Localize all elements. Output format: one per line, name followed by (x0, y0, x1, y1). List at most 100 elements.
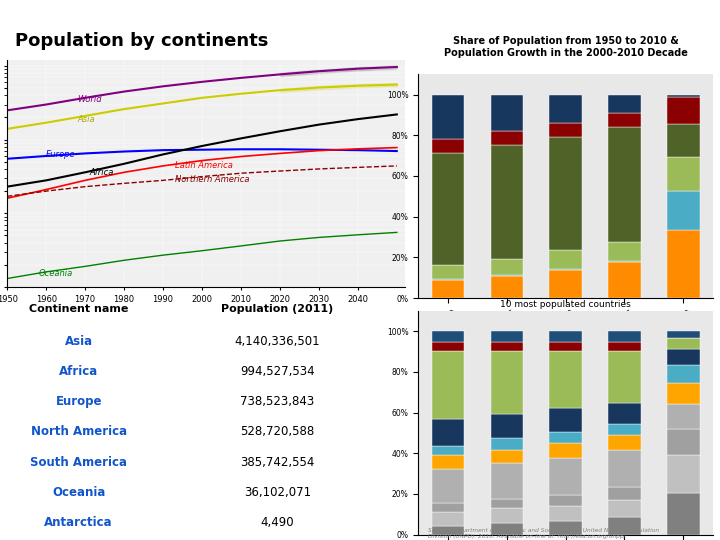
Bar (490, 342, 523, 351)
Bar (490, 94, 523, 131)
Text: 385,742,554: 385,742,554 (240, 456, 315, 469)
Bar (549, 432, 582, 443)
Text: Northern America: Northern America (175, 175, 249, 184)
Text: Source: Department of Economic and Social Affairs, United Nations Population
Div: Source: Department of Economic and Socia… (428, 528, 660, 539)
Bar (667, 404, 700, 429)
Text: Africa: Africa (89, 168, 113, 177)
Bar (432, 265, 464, 279)
Text: Share of Population from 1950 to 2010 &
Population Growth in the 2000-2010 Decad: Share of Population from 1950 to 2010 & … (444, 36, 688, 58)
Bar (667, 191, 700, 230)
Bar (432, 139, 464, 153)
Bar (667, 338, 700, 349)
Bar (608, 331, 641, 342)
Text: Latin America: Latin America (175, 161, 233, 170)
Bar (432, 503, 464, 512)
Bar (490, 275, 523, 276)
Bar (549, 495, 582, 506)
Text: Antarctica: Antarctica (45, 516, 113, 529)
Text: World: World (77, 96, 102, 104)
Bar (549, 351, 582, 408)
Bar (490, 523, 523, 535)
Bar (608, 242, 641, 261)
Bar (608, 487, 641, 500)
Bar (608, 517, 641, 535)
Bar (549, 269, 582, 298)
Text: 528,720,588: 528,720,588 (240, 426, 315, 438)
Bar (608, 435, 641, 450)
Text: Oceania: Oceania (38, 269, 73, 278)
Bar (549, 123, 582, 137)
Bar (432, 512, 464, 525)
Bar (667, 349, 700, 365)
Bar (667, 383, 700, 404)
Bar (490, 276, 523, 298)
Text: Continent name: Continent name (29, 303, 128, 314)
Bar (490, 414, 523, 438)
Bar (432, 469, 464, 503)
Text: Population by continents: Population by continents (15, 32, 269, 50)
Text: 4,490: 4,490 (261, 516, 294, 529)
Text: 738,523,843: 738,523,843 (240, 395, 315, 408)
Bar (608, 402, 641, 424)
Bar (608, 113, 641, 127)
Bar (549, 408, 582, 432)
Bar (432, 419, 464, 447)
Bar (608, 94, 641, 113)
Bar (432, 153, 464, 265)
Bar (490, 499, 523, 508)
Bar (667, 94, 700, 97)
Bar (608, 350, 641, 402)
Title: 10 most populated countries: 10 most populated countries (500, 300, 631, 308)
Text: South America: South America (30, 456, 127, 469)
Text: North America: North America (31, 426, 127, 438)
Bar (608, 424, 641, 435)
Bar (549, 342, 582, 351)
Bar (549, 522, 582, 535)
Bar (667, 230, 700, 298)
Bar (432, 280, 464, 298)
Bar (608, 127, 641, 242)
Bar (667, 494, 700, 535)
Bar (667, 364, 700, 383)
Bar (549, 137, 582, 251)
Bar (667, 97, 700, 124)
Bar (432, 342, 464, 352)
Text: Europe: Europe (55, 395, 102, 408)
Bar (549, 94, 582, 123)
Bar (549, 331, 582, 342)
Bar (667, 157, 700, 191)
Bar (549, 506, 582, 522)
Text: 994,527,534: 994,527,534 (240, 365, 315, 378)
Bar (490, 131, 523, 145)
Bar (490, 463, 523, 499)
Text: Africa: Africa (59, 365, 99, 378)
Bar (490, 145, 523, 259)
Bar (608, 342, 641, 350)
Bar (490, 450, 523, 463)
Bar (432, 94, 464, 139)
Bar (490, 259, 523, 275)
Bar (667, 455, 700, 494)
Bar (490, 331, 523, 342)
Bar (432, 331, 464, 342)
Bar (608, 261, 641, 298)
Bar (549, 443, 582, 458)
Bar (432, 447, 464, 455)
Bar (432, 279, 464, 280)
Bar (608, 450, 641, 487)
Text: Asia: Asia (65, 335, 93, 348)
Bar (490, 351, 523, 414)
Text: Asia: Asia (77, 115, 95, 124)
Text: 36,102,071: 36,102,071 (244, 486, 311, 499)
Bar (490, 438, 523, 450)
Bar (667, 429, 700, 455)
Bar (608, 500, 641, 517)
Bar (432, 352, 464, 419)
Bar (549, 251, 582, 269)
Bar (667, 331, 700, 338)
Text: 4,140,336,501: 4,140,336,501 (235, 335, 320, 348)
Text: Europe: Europe (46, 150, 76, 159)
Bar (549, 458, 582, 495)
Bar (667, 124, 700, 157)
Text: Oceania: Oceania (52, 486, 105, 499)
